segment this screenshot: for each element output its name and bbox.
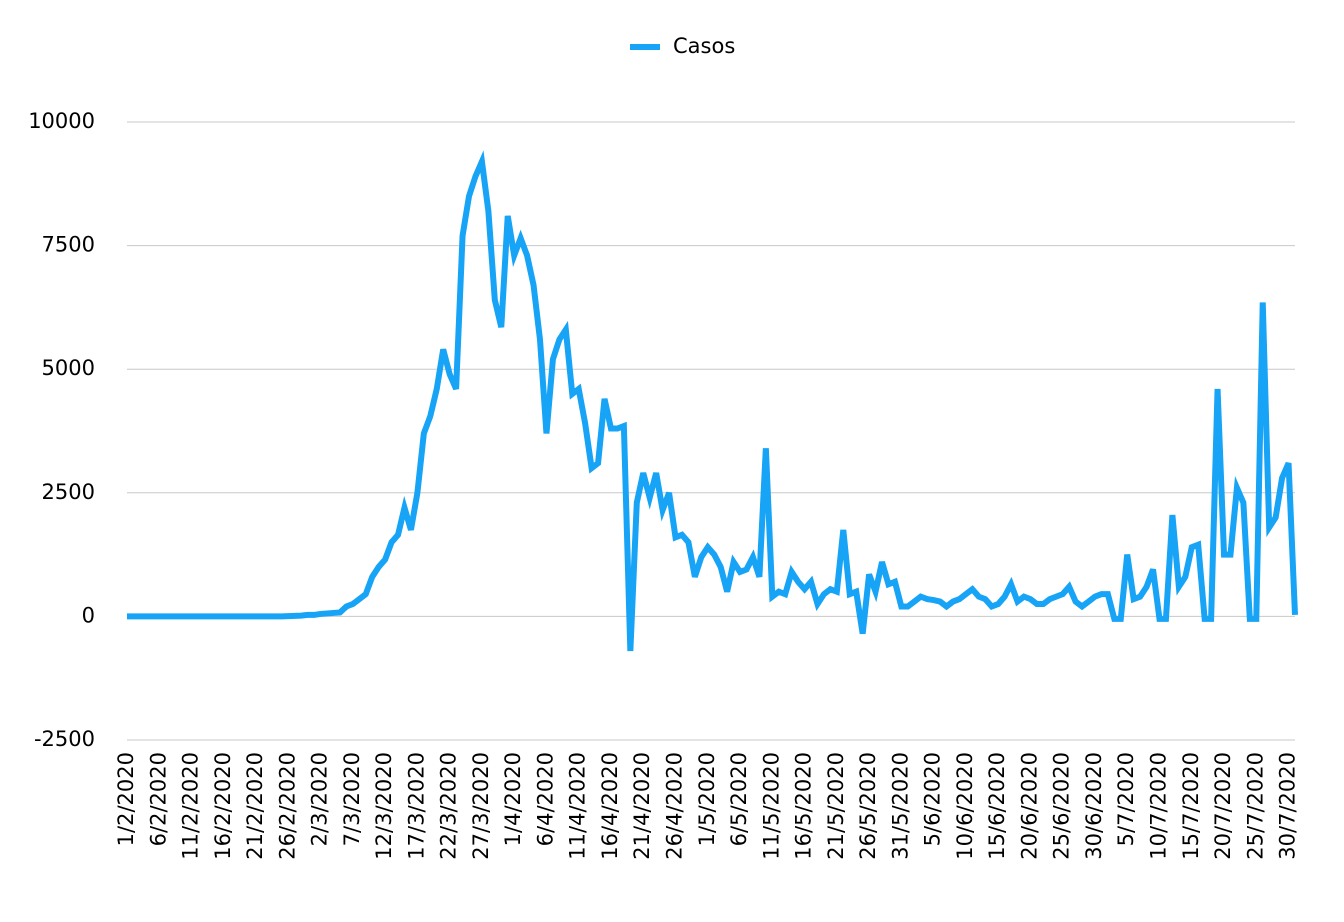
x-tick-label: 10/6/2020 (953, 752, 977, 860)
x-tick-label: 22/3/2020 (437, 752, 461, 860)
x-tick-label: 30/6/2020 (1082, 752, 1106, 860)
x-tick-label: 1/2/2020 (114, 752, 138, 846)
x-tick-label: 27/3/2020 (469, 752, 493, 860)
x-tick-label: 5/6/2020 (921, 752, 945, 846)
x-tick-label: 16/5/2020 (792, 752, 816, 860)
x-tick-label: 6/2/2020 (146, 752, 170, 846)
x-tick-label: 25/6/2020 (1050, 752, 1074, 860)
x-tick-label: 12/3/2020 (372, 752, 396, 860)
x-tick-label: 26/4/2020 (663, 752, 687, 860)
x-tick-label: 21/4/2020 (630, 752, 654, 860)
x-tick-label: 26/5/2020 (856, 752, 880, 860)
x-tick-label: 6/4/2020 (533, 752, 557, 846)
x-tick-label: 11/5/2020 (759, 752, 783, 860)
x-tick-label: 5/7/2020 (1114, 752, 1138, 846)
x-tick-label: 21/2/2020 (243, 752, 267, 860)
legend-label: Casos (673, 34, 735, 58)
x-tick-label: 15/7/2020 (1179, 752, 1203, 860)
x-tick-label: 2/3/2020 (308, 752, 332, 846)
x-tick-label: 7/3/2020 (340, 752, 364, 846)
x-tick-label: 10/7/2020 (1146, 752, 1170, 860)
x-tick-label: 20/7/2020 (1211, 752, 1235, 860)
x-tick-label: 1/4/2020 (501, 752, 525, 846)
x-tick-label: 11/2/2020 (179, 752, 203, 860)
y-tick-label: 2500 (42, 480, 95, 504)
y-tick-label: 0 (82, 603, 95, 627)
x-tick-label: 11/4/2020 (566, 752, 590, 860)
y-tick-label: 7500 (42, 233, 95, 257)
y-tick-label: 5000 (42, 356, 95, 380)
x-tick-label: 26/2/2020 (275, 752, 299, 860)
x-tick-label: 25/7/2020 (1243, 752, 1267, 860)
x-tick-label: 15/6/2020 (985, 752, 1009, 860)
x-tick-label: 6/5/2020 (727, 752, 751, 846)
x-tick-label: 20/6/2020 (1017, 752, 1041, 860)
x-tick-label: 1/5/2020 (695, 752, 719, 846)
x-tick-label: 17/3/2020 (404, 752, 428, 860)
data-line (127, 150, 1298, 652)
y-tick-label: 10000 (28, 109, 95, 133)
x-tick-label: 16/4/2020 (598, 752, 622, 860)
x-tick-label: 31/5/2020 (888, 752, 912, 860)
x-tick-label: 16/2/2020 (211, 752, 235, 860)
x-tick-label: 30/7/2020 (1276, 752, 1300, 860)
y-tick-label: -2500 (34, 727, 95, 751)
x-tick-label: 21/5/2020 (824, 752, 848, 860)
